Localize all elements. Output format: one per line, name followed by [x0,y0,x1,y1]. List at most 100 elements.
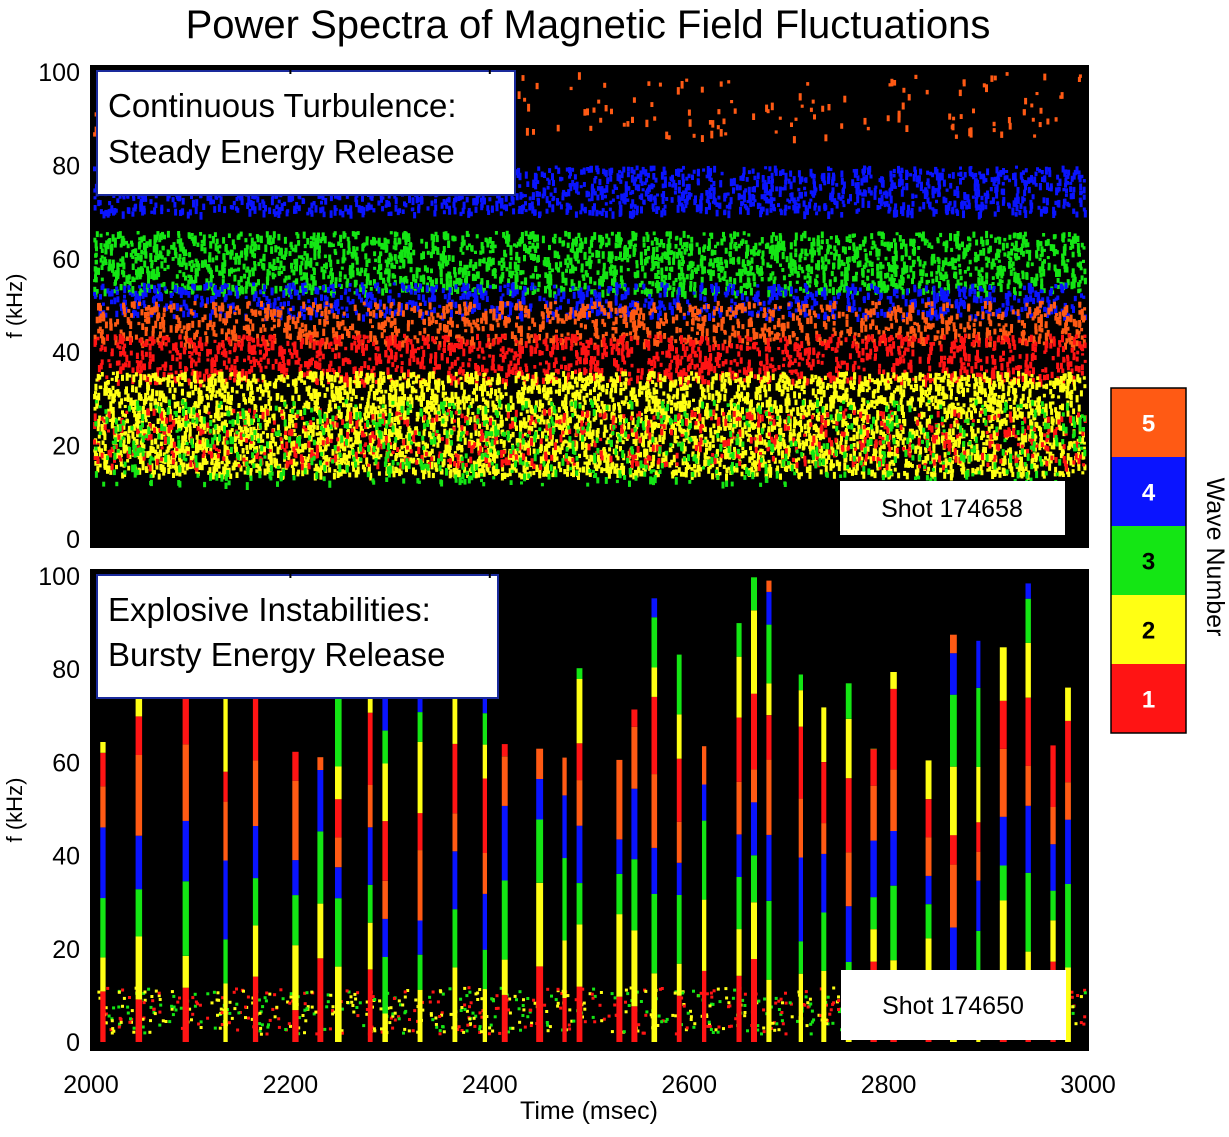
spectral-cell [1017,278,1021,282]
spectral-cell [1062,232,1066,239]
spectral-cell [145,241,149,248]
spectral-cell [445,281,449,289]
spectral-cell [809,291,813,298]
spectral-cell [251,284,255,292]
spectral-cell [644,298,648,303]
spectral-cell [215,238,219,244]
spectral-cell [140,249,144,255]
spectral-cell [1041,176,1044,182]
spectral-cell [869,250,872,256]
spectral-cell [662,281,666,289]
spectral-cell [289,241,293,246]
spectral-cell [837,192,841,200]
spectral-cell [188,209,192,216]
spectral-cell [302,314,306,320]
spectral-cell [415,267,419,271]
spectral-cell [384,238,388,245]
spectral-cell [1047,262,1051,268]
spectral-cell [329,210,333,218]
spectral-cell [515,169,519,176]
spectral-cell [144,198,148,202]
spectral-cell [777,203,780,207]
spectral-cell [321,206,325,213]
spectral-cell [301,283,305,290]
spectral-cell [187,291,191,298]
spectral-cell [803,314,807,318]
spectral-cell [99,258,103,263]
spectral-cell [775,256,779,264]
spectral-cell [225,250,229,256]
spectral-cell [94,276,98,283]
spectral-cell [403,250,407,258]
spectral-cell [365,298,369,303]
spectral-cell [533,285,537,294]
spectral-cell [127,288,131,293]
spectral-cell [748,283,752,288]
spectral-cell [365,278,369,285]
spectral-cell [895,289,899,294]
spectral-cell [605,272,609,280]
spectral-cell [933,187,937,194]
spectral-cell [248,269,252,278]
spectral-cell [557,167,561,174]
spectral-cell [724,192,728,199]
spectral-cell [131,286,135,292]
spectral-cell [1075,211,1079,218]
spectral-cell [687,310,690,316]
spectral-cell [413,290,417,295]
spectral-cell [397,293,401,298]
spectral-cell [1056,182,1060,187]
spectral-cell [790,286,793,295]
spectral-cell [304,262,308,270]
spectral-cell [273,273,277,278]
spectral-cell [567,203,571,209]
spectral-cell [919,168,923,175]
spectral-cell [142,282,146,291]
spectral-cell [200,298,204,306]
spectral-cell [300,276,304,281]
spectral-cell [584,237,588,244]
spectral-cell [856,191,860,199]
spectral-cell [662,166,666,174]
spectral-cell [603,82,607,88]
spectral-cell [591,206,595,213]
spectral-cell [697,247,701,254]
spectral-cell [576,191,580,195]
spectral-cell [338,271,342,277]
spectral-cell [963,270,967,274]
spectral-cell [946,290,950,297]
spectral-cell [806,82,810,86]
spectral-cell [862,264,866,270]
spectral-cell [668,181,672,187]
spectral-cell [848,287,852,291]
spectral-cell [351,262,355,269]
spectral-cell [942,179,946,187]
spectral-cell [770,172,774,179]
spectral-cell [620,193,624,201]
spectral-cell [645,258,649,264]
spectral-cell [894,243,898,252]
spectral-cell [464,270,468,276]
spectral-cell [237,279,241,286]
spectral-cell [843,246,847,255]
spectral-cell [681,288,685,295]
spectral-cell [132,196,136,201]
spectral-cell [783,284,787,290]
spectral-cell [639,177,643,184]
spectral-cell [160,283,164,288]
spectral-cell [635,165,639,171]
spectral-cell [780,287,784,291]
spectral-cell [552,179,555,187]
spectral-cell [856,182,860,190]
spectral-cell [968,237,972,242]
spectral-cell [283,301,286,307]
spectral-cell [800,248,804,254]
spectral-cell [812,178,816,185]
spectral-cell [333,301,337,309]
spectral-cell [316,243,319,250]
spectral-cell [370,196,374,201]
spectral-cell [910,212,914,219]
spectral-cell [368,280,372,286]
spectral-cell [139,266,143,271]
spectral-cell [794,252,798,258]
